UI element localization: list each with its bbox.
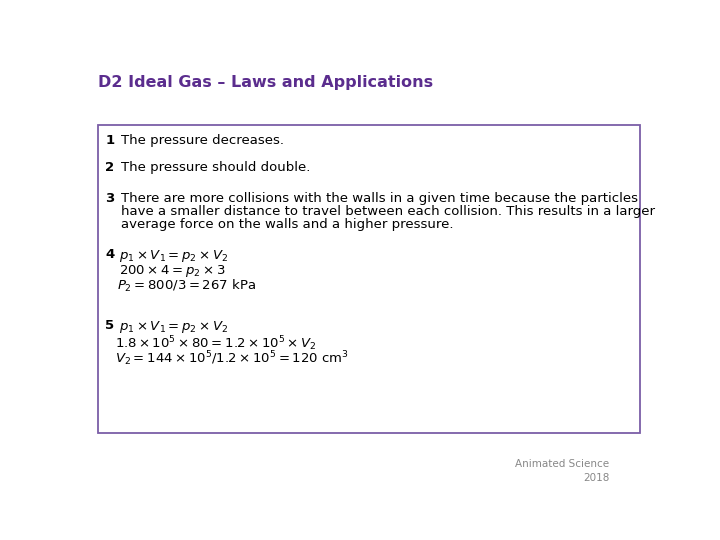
Text: 5: 5: [106, 319, 114, 332]
Text: $200 \times 4 = p_2 \times 3$: $200 \times 4 = p_2 \times 3$: [120, 264, 226, 280]
Text: There are more collisions with the walls in a given time because the particles: There are more collisions with the walls…: [121, 192, 638, 205]
Text: 4: 4: [106, 248, 114, 261]
Text: The pressure decreases.: The pressure decreases.: [121, 134, 284, 147]
Text: average force on the walls and a higher pressure.: average force on the walls and a higher …: [121, 218, 454, 231]
Text: $P_2 = 800 / 3 = 267$ kPa: $P_2 = 800 / 3 = 267$ kPa: [117, 278, 256, 294]
Text: $p_1 \times V_1 = p_2 \times V_2$: $p_1 \times V_1 = p_2 \times V_2$: [120, 319, 229, 335]
Text: have a smaller distance to travel between each collision. This results in a larg: have a smaller distance to travel betwee…: [121, 205, 655, 218]
Text: 2: 2: [106, 161, 114, 174]
Text: The pressure should double.: The pressure should double.: [121, 161, 310, 174]
Text: 1: 1: [106, 134, 114, 147]
FancyBboxPatch shape: [98, 125, 640, 433]
Text: Animated Science
2018: Animated Science 2018: [515, 459, 609, 483]
Text: $1.8 \times 10^5 \times 80 = 1.2 \times 10^5 \times V_2$: $1.8 \times 10^5 \times 80 = 1.2 \times …: [114, 334, 317, 353]
Text: 3: 3: [106, 192, 114, 205]
Text: D2 Ideal Gas – Laws and Applications: D2 Ideal Gas – Laws and Applications: [98, 75, 433, 90]
Text: $p_1 \times V_1 = p_2 \times V_2$: $p_1 \times V_1 = p_2 \times V_2$: [120, 248, 229, 264]
Text: $V_2 = 144 \times 10^5 / 1.2 \times 10^5 = 120$ cm$^3$: $V_2 = 144 \times 10^5 / 1.2 \times 10^5…: [114, 350, 348, 368]
